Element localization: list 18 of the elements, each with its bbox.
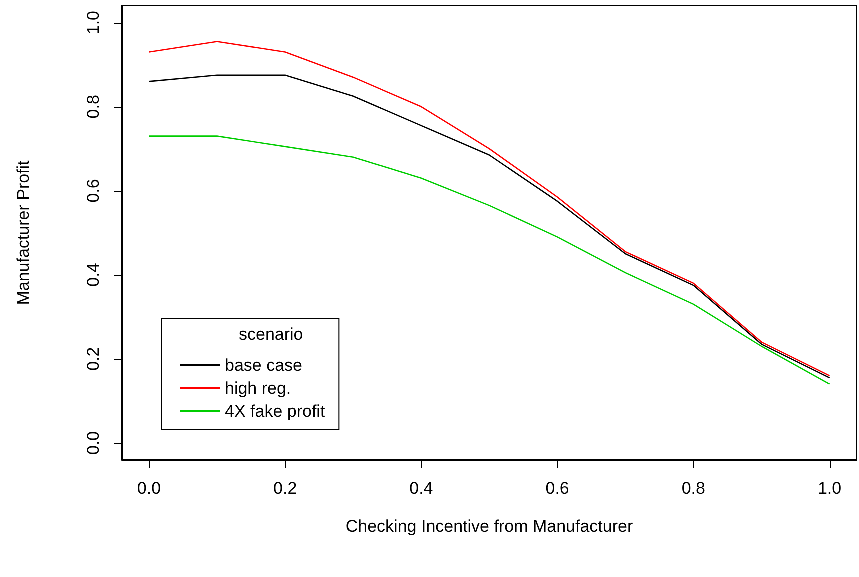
x-tick-label: 0.8 xyxy=(682,479,706,498)
x-tick-label: 0.4 xyxy=(410,479,434,498)
y-axis-title: Manufacturer Profit xyxy=(14,160,33,306)
y-tick-label: 0.4 xyxy=(84,263,103,287)
x-tick-label: 0.2 xyxy=(274,479,298,498)
x-axis-title: Checking Incentive from Manufacturer xyxy=(346,517,634,536)
legend-label: 4X fake profit xyxy=(225,402,326,421)
y-tick-label: 1.0 xyxy=(84,10,103,35)
y-tick-label: 0.8 xyxy=(84,95,103,119)
x-tick-label: 0.0 xyxy=(137,479,162,498)
x-tick-label: 1.0 xyxy=(818,479,842,498)
legend-label: base case xyxy=(225,356,302,375)
y-tick-label: 0.6 xyxy=(84,179,103,203)
y-tick-label: 0.2 xyxy=(84,347,103,371)
legend-label: high reg. xyxy=(225,379,292,398)
legend-title: scenario xyxy=(239,325,304,344)
y-tick-label: 0.0 xyxy=(84,431,103,456)
x-tick-label: 0.6 xyxy=(546,479,570,498)
